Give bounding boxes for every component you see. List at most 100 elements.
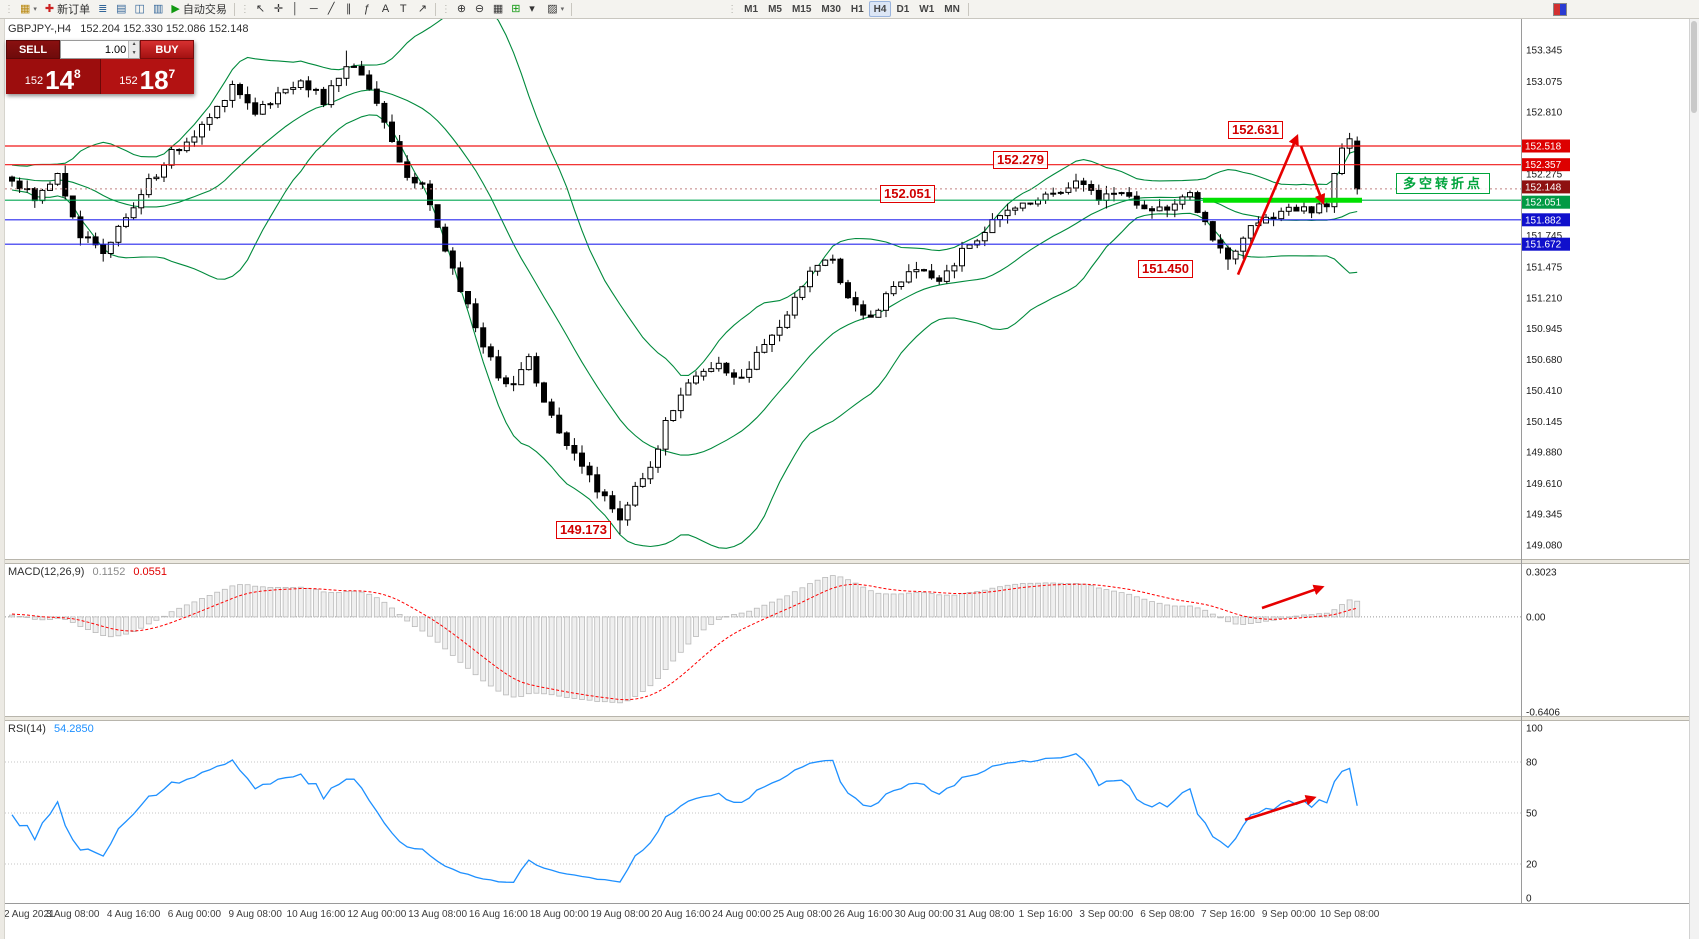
price-annotation-label[interactable]: 149.173 (556, 520, 611, 539)
trendline-icon: ╱ (327, 2, 335, 15)
candle-body (153, 176, 160, 180)
price-annotation-label[interactable]: 152.631 (1228, 121, 1283, 140)
fibonacci-button[interactable]: ƒ (360, 1, 378, 17)
arrow-objects-button[interactable]: ↗ (414, 1, 432, 17)
rsi-layer (5, 752, 1521, 883)
trendline-button[interactable]: ╱ (324, 1, 342, 17)
timeframe-m5-button[interactable]: M5 (763, 1, 787, 17)
text-button[interactable]: A (378, 1, 396, 17)
time-axis-label: 9 Sep 00:00 (1262, 909, 1316, 920)
timeframe-d1-button[interactable]: D1 (891, 1, 914, 17)
panel-splitter-macd[interactable] (0, 559, 1699, 564)
trend-arrow-up[interactable] (1236, 133, 1299, 276)
price-axis-label: 151.745 (1526, 231, 1563, 242)
candle-body (601, 491, 608, 497)
time-axis-label: 7 Sep 16:00 (1201, 909, 1255, 920)
timeframe-m30-button[interactable]: M30 (816, 1, 845, 17)
candle-body (974, 240, 981, 246)
vertical-line-button[interactable]: │ (288, 1, 306, 17)
new-order-button[interactable]: ✚ 新订单 (41, 1, 94, 17)
indicators-add-button[interactable]: ⊞ (507, 1, 525, 17)
timeframe-m1-button[interactable]: M1 (739, 1, 763, 17)
market-watch-button[interactable]: ≣ (94, 1, 112, 17)
sell-button[interactable]: SELL (6, 40, 60, 59)
candle-body (373, 88, 380, 104)
candle-body (837, 258, 844, 284)
volume-increase-button[interactable]: ▲ (129, 41, 139, 50)
rsi-name: RSI(14) (8, 723, 46, 735)
candle-body (814, 264, 821, 272)
price-tag-text: 151.672 (1525, 240, 1562, 251)
depth-of-market-button[interactable] (1549, 1, 1571, 17)
macd-trend-arrow[interactable] (1261, 584, 1325, 610)
buy-price-point: 7 (168, 67, 176, 81)
volume-input[interactable] (61, 41, 129, 58)
vertical-scrollbar[interactable] (1689, 18, 1699, 939)
candle-body (107, 241, 114, 255)
periods-button[interactable]: ▾ (525, 1, 543, 17)
time-axis-label: 30 Aug 00:00 (895, 909, 954, 920)
candle-body (617, 508, 623, 521)
arrow-objects-icon: ↗ (417, 2, 428, 15)
equidistant-channel-button[interactable]: ∥ (342, 1, 360, 17)
scrollbar-thumb[interactable] (1691, 21, 1697, 113)
price-annotation-label[interactable]: 151.450 (1138, 259, 1193, 278)
zoom-out-button[interactable]: ⊖ (471, 1, 489, 17)
auto-trading-button[interactable]: ▶ 自动交易 (167, 1, 230, 17)
candle-body (214, 105, 221, 119)
toolbar-separator (967, 2, 969, 16)
candle-body (145, 178, 152, 196)
sell-price[interactable]: 152 14 8 (6, 59, 101, 94)
symbol-timeframe-label: GBPJPY-,H4 (8, 23, 72, 35)
crosshair-button[interactable]: ✛ (270, 1, 288, 17)
text-label-button[interactable]: T (396, 1, 414, 17)
candle-body (1301, 206, 1307, 212)
price-annotation-label[interactable]: 152.279 (993, 150, 1048, 169)
templates-dropdown-icon: ▾ (560, 6, 565, 13)
time-axis-label: 6 Aug 00:00 (168, 909, 222, 920)
price-axis-label: 149.345 (1526, 510, 1563, 521)
candle-body (624, 504, 631, 521)
candle-body (1103, 193, 1110, 201)
turning-point-note[interactable]: 多空转折点 (1396, 173, 1491, 195)
trend-arrow-down[interactable] (1299, 145, 1326, 206)
timeframe-m15-button[interactable]: M15 (787, 1, 816, 17)
price-tag-text: 151.882 (1525, 215, 1562, 226)
bollinger-lower-band (11, 114, 1358, 549)
zoom-in-button[interactable]: ⊕ (453, 1, 471, 17)
candle-body (997, 215, 1003, 221)
buy-button[interactable]: BUY (140, 40, 194, 59)
navigator-button[interactable]: ◫ (131, 1, 149, 17)
timeframe-h4-button[interactable]: H4 (868, 1, 892, 17)
candle-body (1012, 207, 1019, 211)
timeframe-mn-button[interactable]: MN (939, 1, 965, 17)
volume-decrease-button[interactable]: ▼ (129, 49, 139, 58)
new-chart-button[interactable]: ▦ ▾ (16, 1, 41, 17)
candle-body (1346, 138, 1353, 149)
terminal-button[interactable]: ▥ (149, 1, 167, 17)
tile-windows-button[interactable]: ▦ (489, 1, 507, 17)
panel-splitter-rsi[interactable] (0, 716, 1699, 721)
candle-body (905, 271, 912, 283)
price-tag (1522, 213, 1570, 227)
data-window-button[interactable]: ▤ (112, 1, 130, 17)
horizontal-line-button[interactable]: ─ (306, 1, 324, 17)
candle-body (525, 356, 532, 371)
cursor-button[interactable]: ↖ (252, 1, 270, 17)
candle-body (1027, 202, 1034, 205)
candle-body (358, 65, 365, 76)
rsi-trend-arrow[interactable] (1244, 794, 1317, 822)
new-order-icon: ✚ (44, 2, 55, 15)
price-tag (1522, 195, 1570, 209)
buy-price[interactable]: 152 18 7 (100, 59, 194, 94)
sell-price-pips: 14 (45, 65, 75, 95)
price-annotation-label[interactable]: 152.051 (880, 184, 935, 203)
timeframe-w1-button[interactable]: W1 (914, 1, 939, 17)
candle-body (237, 84, 243, 96)
timeframe-h1-button[interactable]: H1 (846, 1, 869, 17)
templates-button[interactable]: ▨ ▾ (543, 1, 568, 17)
candle-body (731, 372, 737, 378)
horizontal-line-icon: ─ (309, 2, 318, 15)
candle-body (867, 314, 874, 318)
